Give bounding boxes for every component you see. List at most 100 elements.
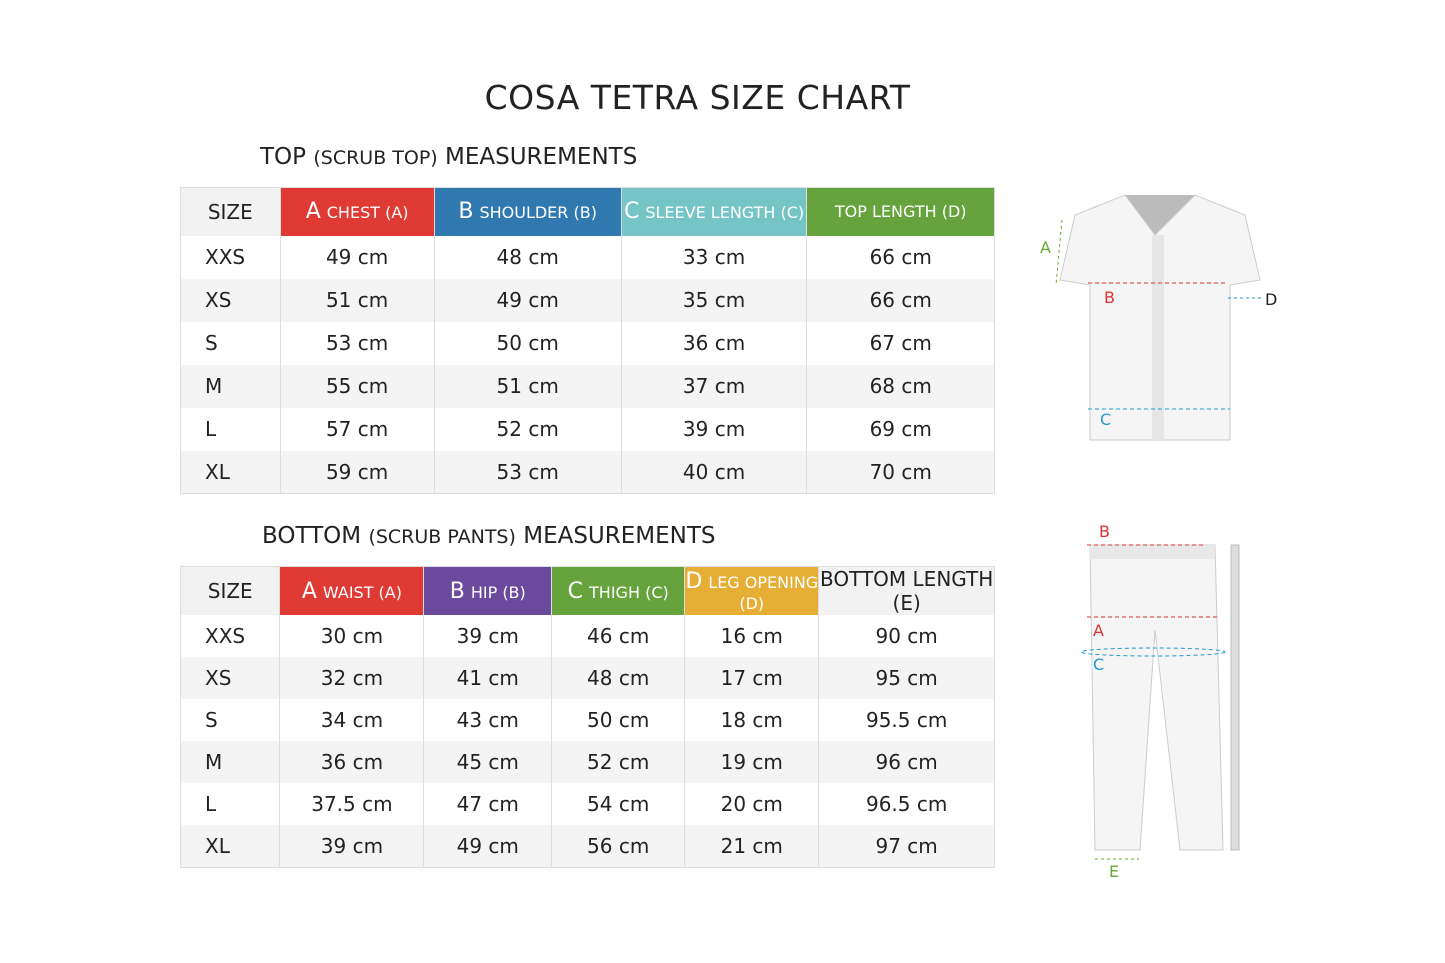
measurement-cell: 96 cm: [818, 741, 995, 783]
column-label: THIGH (C): [589, 582, 669, 602]
header-row: SIZE A WAIST (A) B HIP (B) C THIGH (C) D LEG OPE…: [179, 566, 995, 615]
measurement-cell: 47 cm: [423, 783, 553, 825]
bottom-section-heading: BOTTOM (SCRUB PANTS) MEASUREMENTS: [262, 523, 716, 549]
column-label: SLEEVE LENGTH (C): [645, 203, 805, 223]
measurement-cell: 36 cm: [279, 741, 425, 783]
heading-end: MEASUREMENTS: [445, 144, 638, 170]
measurement-cell: 50 cm: [551, 699, 686, 741]
measurement-cell: 95 cm: [818, 657, 995, 699]
measurement-cell: 59 cm: [279, 450, 435, 494]
table-row: XL 59 cm 53 cm 40 cm 70 cm: [180, 450, 995, 494]
column-header: A WAIST (A): [279, 566, 425, 615]
column-header: C SLEEVE LENGTH (C): [620, 187, 808, 236]
top-measurements-table: SIZE A CHEST (A) B SHOULDER (B) C SLEEVE LENGT…: [180, 187, 995, 494]
measurement-cell: 52 cm: [551, 741, 686, 783]
column-letter: B: [458, 199, 474, 225]
column-header: C THIGH (C): [551, 566, 686, 615]
label-d: D: [1265, 290, 1277, 309]
measurement-cell: 21 cm: [684, 825, 820, 867]
measurement-cell: 49 cm: [279, 235, 435, 279]
column-label: WAIST (A): [322, 582, 402, 602]
column-label: LEG OPENING (D): [708, 573, 819, 613]
label-e: E: [1109, 862, 1119, 881]
size-cell: L: [179, 783, 281, 825]
column-label: CHEST (A): [326, 203, 409, 223]
heading-main: BOTTOM: [262, 523, 362, 549]
table-row: S 53 cm 50 cm 36 cm 67 cm: [180, 321, 995, 365]
label-a: A: [1093, 621, 1104, 640]
measurement-cell: 40 cm: [620, 450, 808, 494]
table-row: M 55 cm 51 cm 37 cm 68 cm: [180, 364, 995, 408]
measurement-cell: 36 cm: [620, 321, 808, 365]
size-cell: XL: [179, 825, 281, 867]
measurement-cell: 16 cm: [684, 615, 820, 657]
table-row: XL 39 cm 49 cm 56 cm 21 cm 97 cm: [179, 825, 995, 867]
table-row: XS 32 cm 41 cm 48 cm 17 cm 95 cm: [179, 657, 995, 699]
measurement-cell: 90 cm: [818, 615, 995, 657]
column-label: SIZE: [207, 199, 253, 224]
measurement-cell: 17 cm: [684, 657, 820, 699]
measurement-cell: 39 cm: [423, 615, 553, 657]
measurement-cell: 69 cm: [806, 407, 995, 451]
measurement-cell: 19 cm: [684, 741, 820, 783]
size-cell: L: [180, 407, 281, 451]
size-cell: M: [179, 741, 281, 783]
column-header: SIZE: [180, 187, 281, 236]
table-row: XS 51 cm 49 cm 35 cm 66 cm: [180, 278, 995, 322]
measurement-cell: 66 cm: [806, 278, 995, 322]
measurement-cell: 97 cm: [818, 825, 995, 867]
measurement-cell: 45 cm: [423, 741, 553, 783]
table-row: XXS 49 cm 48 cm 33 cm 66 cm: [180, 235, 995, 279]
column-header: BOTTOM LENGTH (E): [818, 566, 995, 615]
column-header: A CHEST (A): [279, 187, 435, 236]
measurement-cell: 49 cm: [423, 825, 553, 867]
measurement-cell: 39 cm: [279, 825, 425, 867]
measurement-cell: 30 cm: [279, 615, 425, 657]
measurement-cell: 51 cm: [433, 364, 622, 408]
measurement-cell: 41 cm: [423, 657, 553, 699]
measurement-cell: 20 cm: [684, 783, 820, 825]
size-cell: S: [180, 321, 281, 365]
column-letter: C: [623, 199, 640, 225]
measurement-cell: 43 cm: [423, 699, 553, 741]
page-title: COSA TETRA SIZE CHART: [484, 78, 911, 117]
header-row: SIZE A CHEST (A) B SHOULDER (B) C SLEEVE LENGT…: [180, 187, 995, 236]
label-b: B: [1104, 288, 1115, 307]
label-c: C: [1093, 655, 1104, 674]
column-header: B SHOULDER (B): [433, 187, 622, 236]
size-cell: XXS: [180, 235, 281, 279]
size-cell: S: [179, 699, 281, 741]
heading-main: TOP: [260, 144, 307, 170]
scrub-top-illustration: A B C D: [1040, 194, 1277, 441]
measurement-cell: 55 cm: [279, 364, 435, 408]
measurement-cell: 18 cm: [684, 699, 820, 741]
measurement-cell: 34 cm: [279, 699, 425, 741]
measurement-cell: 57 cm: [279, 407, 435, 451]
table-row: L 57 cm 52 cm 39 cm 69 cm: [180, 407, 995, 451]
measurement-cell: 46 cm: [551, 615, 686, 657]
measurement-cell: 50 cm: [433, 321, 622, 365]
column-label: BOTTOM LENGTH (E): [819, 567, 994, 615]
table-row: L 37.5 cm 47 cm 54 cm 20 cm 96.5 cm: [179, 783, 995, 825]
column-label: HIP (B): [470, 582, 526, 602]
size-cell: XL: [180, 450, 281, 494]
measurement-cell: 32 cm: [279, 657, 425, 699]
column-label: SHOULDER (B): [479, 203, 597, 223]
size-cell: M: [180, 364, 281, 408]
measurement-cell: 49 cm: [433, 278, 622, 322]
column-header: B HIP (B): [423, 566, 553, 615]
column-letter: B: [449, 578, 465, 604]
measurement-cell: 33 cm: [620, 235, 808, 279]
size-cell: XS: [179, 657, 281, 699]
column-letter: A: [305, 199, 321, 225]
measurement-cell: 37 cm: [620, 364, 808, 408]
measurement-cell: 39 cm: [620, 407, 808, 451]
measurement-cell: 56 cm: [551, 825, 686, 867]
measurement-cell: 54 cm: [551, 783, 686, 825]
size-cell: XS: [180, 278, 281, 322]
column-header: TOP LENGTH (D): [806, 187, 995, 236]
label-a: A: [1040, 238, 1051, 257]
measurement-cell: 70 cm: [806, 450, 995, 494]
column-letter: A: [301, 578, 317, 604]
